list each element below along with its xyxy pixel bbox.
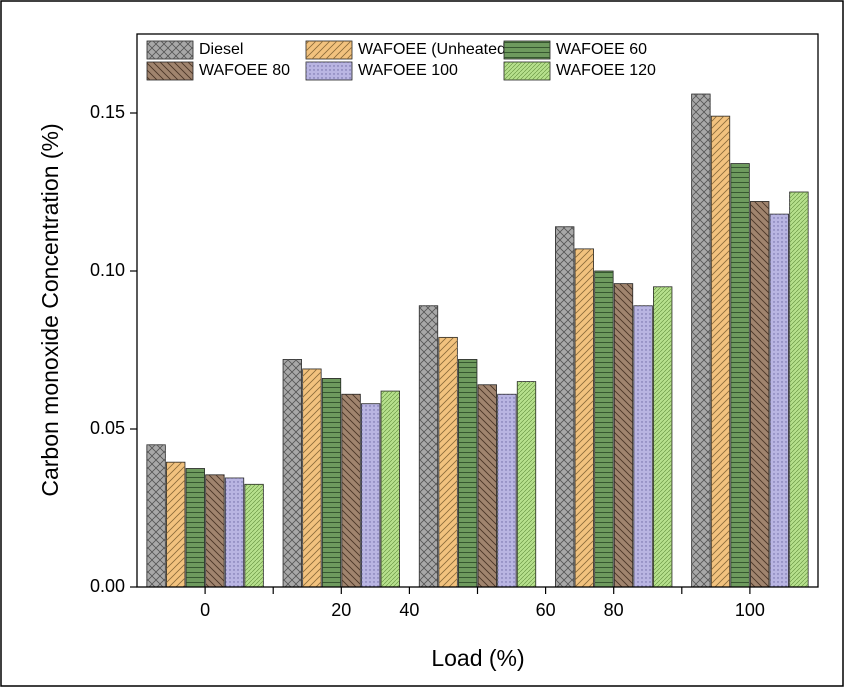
bar-hatch (458, 359, 477, 587)
legend-label: WAFOEE 120 (556, 62, 656, 79)
bar-hatch (478, 384, 497, 587)
x-tick-label: 40 (399, 600, 419, 620)
bar-hatch (517, 381, 536, 587)
bar-hatch (594, 271, 614, 587)
bar-hatch (789, 192, 809, 587)
y-tick-label: 0.00 (90, 576, 125, 596)
x-tick-label: 80 (604, 600, 624, 620)
legend-swatch-hatch (147, 62, 193, 80)
bar-hatch (146, 444, 166, 587)
bar-hatch (633, 305, 653, 587)
bar-hatch (322, 378, 341, 587)
legend-swatch-hatch (306, 41, 352, 59)
bar-hatch (497, 394, 517, 587)
bar-hatch (225, 477, 244, 587)
x-tick-label: 20 (331, 600, 351, 620)
y-tick-label: 0.15 (90, 102, 125, 122)
legend-label: WAFOEE 100 (358, 62, 458, 79)
bar-hatch (302, 368, 322, 587)
bar-hatch (614, 283, 633, 587)
y-tick-label: 0.10 (90, 260, 125, 280)
legend-swatch-hatch (504, 62, 550, 80)
bar-hatch (341, 394, 361, 587)
bar-hatch (691, 94, 711, 587)
legend-label: Diesel (199, 41, 243, 58)
legend-swatch-hatch (504, 41, 550, 59)
bar-hatch (205, 474, 225, 587)
bar-hatch (244, 484, 264, 587)
x-tick-label: 60 (536, 600, 556, 620)
x-axis-title: Load (%) (431, 645, 524, 671)
bar-hatch (283, 359, 302, 587)
x-tick-label: 100 (735, 600, 765, 620)
bar-hatch (438, 337, 458, 587)
legend-label: WAFOEE 60 (556, 41, 647, 58)
legend-label: WAFOEE (Unheated) (358, 41, 511, 58)
legend-swatch-hatch (147, 41, 193, 59)
bar-hatch (166, 462, 185, 587)
bar-hatch (575, 248, 594, 587)
y-tick-label: 0.05 (90, 418, 125, 438)
legend-swatch-hatch (306, 62, 352, 80)
plot-frame (136, 33, 819, 588)
y-axis-title: Carbon monoxide Concentration (%) (37, 123, 63, 496)
x-tick-label: 0 (200, 600, 210, 620)
bar-hatch (555, 226, 574, 587)
bar-hatch (770, 214, 789, 587)
legend-label: WAFOEE 80 (199, 62, 290, 79)
bar-hatch (730, 163, 750, 587)
bar-hatch (711, 116, 730, 587)
bar-hatch (419, 305, 438, 587)
bar-hatch (653, 286, 672, 587)
bar-hatch (361, 403, 380, 587)
bar-hatch (750, 201, 769, 588)
bar-hatch (186, 468, 205, 587)
bar-hatch (381, 391, 400, 587)
